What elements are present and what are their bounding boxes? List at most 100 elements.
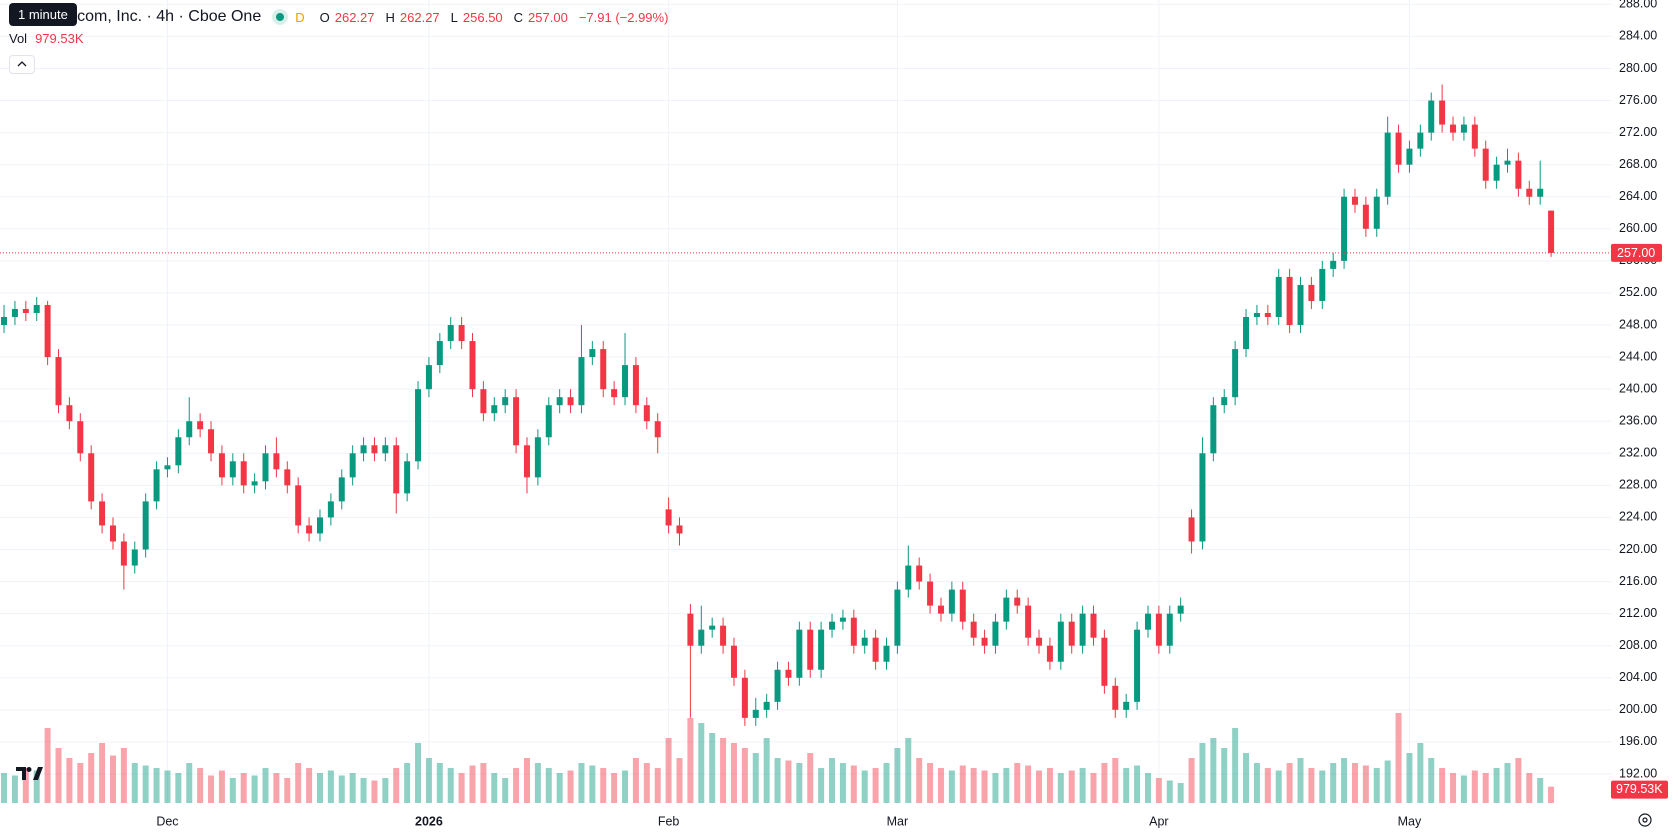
volume-bar — [1144, 773, 1151, 803]
interval-badge: D — [295, 9, 305, 25]
volume-bar — [1243, 753, 1250, 803]
candle-body — [850, 617, 857, 646]
candle-body — [1036, 637, 1043, 646]
status-dot — [276, 13, 285, 21]
volume-bar — [937, 768, 944, 803]
y-tick-label: 248.00 — [1619, 317, 1657, 331]
volume-bar — [665, 738, 672, 803]
candle-body — [338, 477, 345, 502]
candle-body — [709, 625, 716, 630]
candle-body — [1232, 349, 1239, 398]
candle-body — [436, 341, 443, 366]
volume-bar — [545, 768, 552, 803]
volume-bar — [1079, 768, 1086, 803]
volume-bar — [807, 753, 814, 803]
volume-bar — [1428, 758, 1435, 803]
candle-body — [1101, 637, 1108, 686]
volume-bar — [142, 765, 149, 803]
volume-bar — [992, 773, 999, 803]
candle-body — [654, 421, 661, 438]
candle-body — [1428, 100, 1435, 133]
volume-bar — [720, 738, 727, 803]
ohlc-value: 257.00 — [528, 9, 568, 25]
volume-bar — [850, 765, 857, 803]
volume-bar — [1068, 770, 1075, 803]
candle-body — [1166, 613, 1173, 646]
candle-body — [567, 397, 574, 406]
volume-bar — [120, 748, 127, 803]
volume-bar — [774, 758, 781, 803]
y-tick-label: 268.00 — [1619, 157, 1657, 171]
volume-bar — [1341, 758, 1348, 803]
candle-body — [1123, 701, 1130, 710]
candle-body — [1264, 312, 1271, 317]
candle-body — [730, 645, 737, 678]
candle-body — [916, 565, 923, 582]
candle-body — [186, 421, 193, 438]
y-tick-label: 280.00 — [1619, 61, 1657, 75]
tooltip: 1 minute — [9, 3, 77, 26]
volume-bar — [905, 738, 912, 803]
volume-bar — [208, 775, 215, 803]
volume-label-box — [1611, 780, 1668, 799]
volume-bar — [1537, 778, 1544, 803]
candle-body — [1199, 453, 1206, 542]
gear-hub — [1642, 817, 1648, 823]
volume-bar — [306, 768, 313, 803]
volume-bar — [382, 778, 389, 803]
settings-button[interactable] — [1637, 812, 1653, 833]
collapse-button[interactable] — [9, 55, 35, 74]
y-tick-label: 224.00 — [1619, 510, 1657, 524]
candle-body — [1471, 124, 1478, 149]
volume-bar — [654, 768, 661, 803]
volume-bar — [1199, 743, 1206, 803]
candle-body — [1221, 397, 1228, 406]
volume-bar — [186, 763, 193, 803]
candle-body — [927, 581, 934, 606]
volume-bar — [861, 770, 868, 803]
volume-bar — [741, 748, 748, 803]
volume-bar — [818, 768, 825, 803]
candle-body — [88, 453, 95, 502]
ohlc-label: H — [385, 9, 395, 25]
volume-label: 979.53K — [1616, 782, 1663, 796]
volume-bar — [99, 743, 106, 803]
candle-body — [687, 613, 694, 646]
logo[interactable] — [16, 764, 44, 787]
volume-bar — [1330, 763, 1337, 803]
candle-body — [611, 389, 618, 398]
price-label-box — [1611, 243, 1662, 262]
candle-body — [1351, 196, 1358, 205]
volume-bar — [709, 733, 716, 803]
volume-bar — [883, 763, 890, 803]
candle-body — [1014, 597, 1021, 606]
volume-bar — [1548, 786, 1555, 803]
candle-body — [741, 677, 748, 718]
candle-body — [839, 617, 846, 622]
volume-bar — [1057, 773, 1064, 803]
candle-body — [1406, 148, 1413, 165]
candle-body — [306, 525, 313, 534]
candle-body — [22, 308, 29, 313]
candle-body — [1460, 124, 1467, 133]
volume-bar — [916, 758, 923, 803]
volume-bars — [1, 713, 1555, 803]
candle-body — [120, 541, 127, 566]
volume-bar — [164, 770, 171, 803]
volume-bar — [229, 778, 236, 803]
candle-body — [632, 365, 639, 406]
volume-bar — [1025, 765, 1032, 803]
candle-body — [1188, 517, 1195, 542]
candle-body — [175, 437, 182, 466]
y-tick-label: 272.00 — [1619, 125, 1657, 139]
candle-body — [393, 445, 400, 494]
volume-bar — [752, 753, 759, 803]
candle-body — [1362, 204, 1369, 229]
candle-body — [1417, 132, 1424, 149]
candle-body — [415, 389, 422, 462]
volume-bar — [1232, 728, 1239, 803]
y-tick-label: 232.00 — [1619, 446, 1657, 460]
volume-bar — [1373, 768, 1380, 803]
volume-bar — [1253, 763, 1260, 803]
